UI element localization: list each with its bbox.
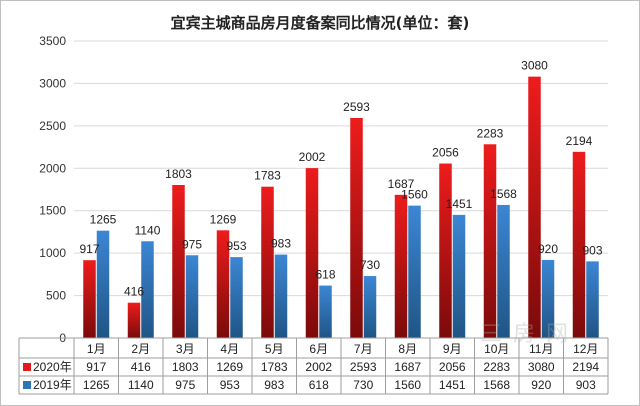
bar-b-6 <box>319 285 332 338</box>
bar-a-7 <box>350 117 363 339</box>
bar-a-2 <box>127 302 141 338</box>
table-cell: 1783 <box>261 360 288 374</box>
watermark: 三 房 网 <box>480 322 570 347</box>
bar-a-5 <box>261 186 274 338</box>
table-cell: 416 <box>131 360 151 374</box>
legend-label: 2020年 <box>33 360 72 374</box>
data-label: 3080 <box>521 59 548 73</box>
data-label: 983 <box>271 237 291 251</box>
x-tick-label: 10月 <box>484 342 509 356</box>
y-tick-label: 3500 <box>39 34 66 48</box>
table-cell: 1803 <box>172 360 199 374</box>
table-cell: 2056 <box>439 360 466 374</box>
data-label: 903 <box>582 243 602 257</box>
x-tick-label: 6月 <box>309 342 328 356</box>
legend-label: 2019年 <box>33 378 72 392</box>
bar-a-9 <box>439 163 452 338</box>
x-tick-label: 3月 <box>176 342 195 356</box>
bar-b-11 <box>541 259 555 338</box>
data-label: 1265 <box>90 213 117 227</box>
table-cell: 2194 <box>572 360 599 374</box>
x-tick-label: 8月 <box>398 342 417 356</box>
data-label: 1783 <box>254 169 281 183</box>
legend-key-2 <box>23 381 31 389</box>
bar-a-10 <box>483 144 497 338</box>
table-cell: 1269 <box>216 360 243 374</box>
bar-b-5 <box>274 254 288 338</box>
bar-b-8 <box>408 205 421 338</box>
data-label: 1803 <box>165 167 192 181</box>
bar-b-12 <box>586 261 599 338</box>
table-cell: 2002 <box>305 360 332 374</box>
data-label: 920 <box>538 242 558 256</box>
data-label: 1687 <box>388 177 415 191</box>
table-cell: 730 <box>353 378 373 392</box>
table-cell: 1568 <box>483 378 510 392</box>
data-label: 2593 <box>343 100 370 114</box>
data-label: 2194 <box>566 134 593 148</box>
x-tick-label: 1月 <box>87 342 106 356</box>
table-cell: 2283 <box>483 360 510 374</box>
table-cell: 1265 <box>83 378 110 392</box>
table-cell: 1560 <box>394 378 421 392</box>
table-cell: 917 <box>86 360 106 374</box>
data-label: 2056 <box>432 146 459 160</box>
bar-a-6 <box>305 168 319 338</box>
bar-b-2 <box>141 241 154 338</box>
chart-title: 宜宾主城商品房月度备案同比情况(单位：套) <box>170 14 470 32</box>
bar-a-8 <box>394 194 408 338</box>
x-tick-label: 5月 <box>265 342 284 356</box>
data-label: 730 <box>360 258 380 272</box>
x-tick-label: 2月 <box>131 342 150 356</box>
y-tick-label: 2500 <box>39 119 66 133</box>
table-cell: 975 <box>175 378 195 392</box>
data-label: 1451 <box>446 197 473 211</box>
data-label: 917 <box>79 242 99 256</box>
table-cell: 3080 <box>528 360 555 374</box>
y-tick-label: 500 <box>46 289 66 303</box>
data-label: 2002 <box>299 150 326 164</box>
bar-a-1 <box>83 260 96 338</box>
data-label: 1568 <box>490 187 517 201</box>
table-cell: 920 <box>531 378 551 392</box>
legend-key-1 <box>23 363 31 371</box>
y-tick-label: 3000 <box>39 76 66 90</box>
bar-b-10 <box>497 204 510 338</box>
table-cell: 953 <box>220 378 240 392</box>
data-label: 416 <box>124 285 144 299</box>
data-label: 618 <box>315 268 335 282</box>
x-tick-label: 12月 <box>573 342 598 356</box>
bar-a-11 <box>528 76 541 338</box>
x-tick-label: 11月 <box>529 342 553 356</box>
bar-a-12 <box>572 151 586 338</box>
table-cell: 1140 <box>128 378 154 392</box>
table-cell: 2593 <box>350 360 377 374</box>
data-label: 2283 <box>477 126 504 140</box>
x-tick-label: 7月 <box>354 342 373 356</box>
data-label: 1140 <box>135 223 161 237</box>
bar-b-7 <box>363 276 377 338</box>
table-cell: 983 <box>264 378 284 392</box>
data-label: 1560 <box>401 188 428 202</box>
bar-b-1 <box>96 230 110 338</box>
data-label: 953 <box>226 239 246 253</box>
y-tick-label: 2000 <box>39 161 66 175</box>
bar-a-3 <box>172 185 185 338</box>
table-cell: 1687 <box>394 360 421 374</box>
bar-b-3 <box>185 255 199 338</box>
bar-b-9 <box>452 214 466 338</box>
bar-a-4 <box>216 230 230 338</box>
y-tick-label: 1000 <box>39 246 66 260</box>
table-cell: 1451 <box>439 378 466 392</box>
data-label: 975 <box>182 237 202 251</box>
data-label: 1269 <box>210 212 237 226</box>
bar-b-4 <box>230 257 243 338</box>
table-cell: 618 <box>309 378 329 392</box>
x-tick-label: 9月 <box>443 342 462 356</box>
x-tick-label: 4月 <box>220 342 239 356</box>
y-tick-label: 1500 <box>39 204 66 218</box>
table-cell: 903 <box>576 378 596 392</box>
